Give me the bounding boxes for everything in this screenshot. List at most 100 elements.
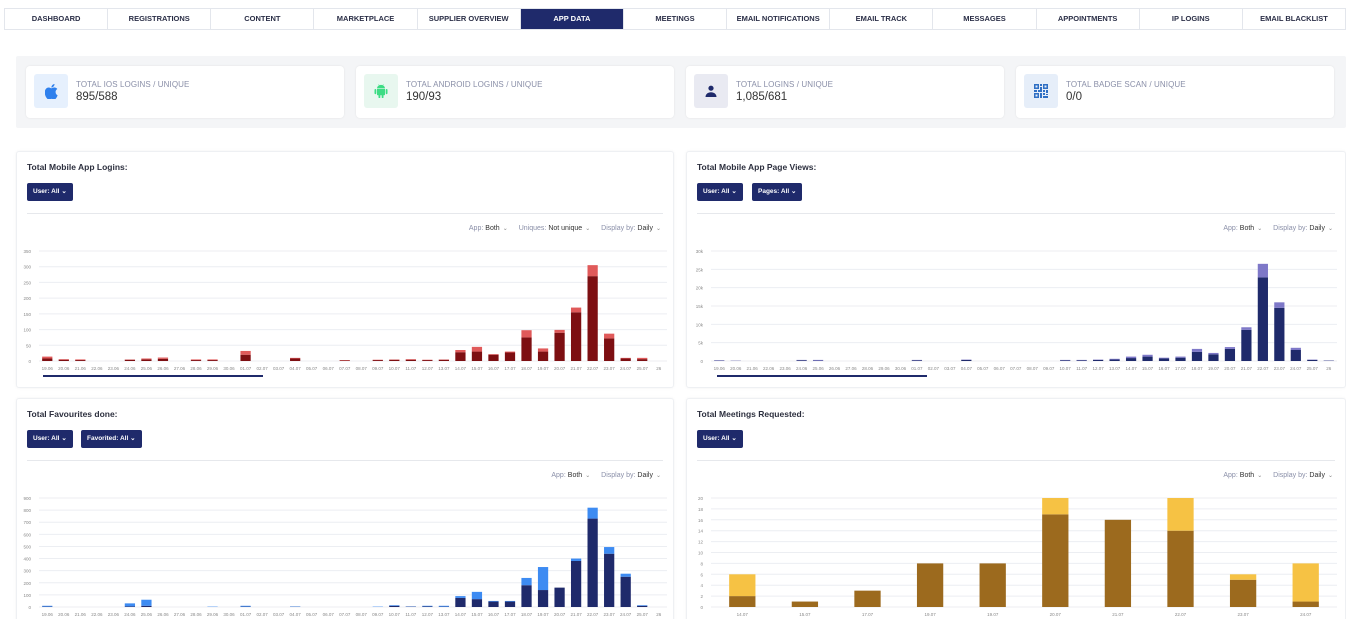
nav-item-meetings[interactable]: MEETINGS: [624, 9, 728, 29]
nav-item-registrations[interactable]: REGISTRATIONS: [108, 9, 212, 29]
bar: [570, 312, 582, 361]
x-tick-label: 16.07: [1158, 366, 1170, 371]
bar: [389, 605, 400, 606]
x-tick-label: 03.07: [273, 612, 285, 617]
bar: [42, 605, 53, 607]
x-tick-label: 21.06: [75, 612, 87, 617]
app-select[interactable]: App: Both ⌄: [1223, 225, 1263, 232]
nav-item-content[interactable]: CONTENT: [211, 9, 315, 29]
nav-item-marketplace[interactable]: MARKETPLACE: [314, 9, 418, 29]
bar: [1229, 574, 1257, 580]
favorited-filter-button[interactable]: Favorited: All ⌄: [81, 430, 142, 448]
bar: [1175, 356, 1186, 358]
nav-item-appointments[interactable]: APPOINTMENTS: [1037, 9, 1140, 29]
x-tick-label: 02.07: [928, 366, 940, 371]
pages-filter-button[interactable]: Pages: All ⌄: [752, 183, 803, 201]
nav-item-email-track[interactable]: EMAIL TRACK: [830, 9, 934, 29]
bar: [620, 358, 631, 361]
x-tick-label: 01.07: [911, 366, 923, 371]
bar: [488, 600, 499, 602]
app-select[interactable]: App: Both ⌄: [551, 472, 591, 479]
x-tick-label: 24.07: [1290, 366, 1302, 371]
display-by-select[interactable]: Display by: Daily ⌄: [601, 225, 661, 232]
x-tick-label: 23.06: [779, 366, 791, 371]
y-tick-label: 150: [23, 312, 31, 317]
bar: [1042, 498, 1069, 515]
bar: [570, 560, 582, 607]
bar: [504, 601, 516, 607]
user-filter-button[interactable]: User: All ⌄: [697, 430, 743, 448]
bar: [1290, 350, 1301, 361]
x-tick-label: 24.07: [620, 612, 632, 617]
bar: [1274, 302, 1285, 308]
x-tick-label: 25.06: [141, 612, 153, 617]
uniques-select[interactable]: Uniques: Not unique ⌄: [518, 225, 591, 232]
y-tick-label: 50: [26, 343, 32, 348]
y-tick-label: 200: [23, 296, 31, 301]
bar: [141, 359, 152, 361]
nav-item-email-notifications[interactable]: EMAIL NOTIFICATIONS: [727, 9, 831, 29]
x-tick-label: 09.07: [1043, 366, 1055, 371]
bar: [791, 601, 819, 607]
bar: [504, 352, 516, 361]
bar: [75, 359, 86, 361]
user-filter-button[interactable]: User: All ⌄: [697, 183, 743, 201]
x-tick-label: 16.07: [488, 612, 500, 617]
x-tick-label: 15.07: [799, 612, 811, 617]
stat-label: TOTAL IOS LOGINS / UNIQUE: [76, 80, 190, 89]
x-tick-label: 20.07: [554, 366, 566, 371]
x-tick-label: 13.07: [438, 612, 450, 617]
nav-item-email-blacklist[interactable]: EMAIL BLACKLIST: [1260, 14, 1328, 23]
bar: [488, 354, 499, 361]
bar: [637, 359, 648, 361]
panel-favourites: Total Favourites done: User: All ⌄ Favor…: [16, 398, 674, 619]
chart-scroll-indicator[interactable]: [43, 375, 263, 377]
x-tick-label: 26.06: [157, 612, 169, 617]
x-tick-label: 15.07: [471, 612, 483, 617]
y-tick-label: 20k: [696, 286, 704, 291]
app-select[interactable]: App: Both ⌄: [1223, 472, 1263, 479]
x-tick-label: 20.07: [1050, 612, 1062, 617]
bar: [75, 360, 86, 361]
divider: [697, 213, 1335, 214]
chevron-down-icon: ⌄: [61, 188, 67, 195]
y-tick-label: 8: [700, 561, 703, 566]
nav-item-supplier-overview[interactable]: SUPPLIER OVERVIEW: [418, 9, 521, 29]
bar: [141, 599, 152, 606]
x-tick-label: 24.07: [620, 366, 632, 371]
bar: [1257, 277, 1268, 361]
chart-scroll-indicator[interactable]: [717, 375, 927, 377]
bar: [637, 605, 648, 607]
nav-item-dashboard[interactable]: DASHBOARD: [5, 9, 109, 29]
bar: [604, 553, 615, 607]
display-by-select[interactable]: Display by: Daily ⌄: [1273, 225, 1333, 232]
x-tick-label: 06.07: [323, 366, 335, 371]
stat-label: TOTAL ANDROID LOGINS / UNIQUE: [406, 80, 543, 89]
bar: [190, 359, 202, 361]
nav-item-messages[interactable]: MESSAGES: [933, 9, 1037, 29]
display-by-select[interactable]: Display by: Daily ⌄: [601, 472, 661, 479]
user-filter-button[interactable]: User: All ⌄: [27, 430, 73, 448]
display-by-select[interactable]: Display by: Daily ⌄: [1273, 472, 1333, 479]
app-select[interactable]: App: Both ⌄: [468, 225, 508, 232]
y-tick-label: 250: [23, 280, 31, 285]
bar: [554, 587, 565, 607]
user-filter-button[interactable]: User: All ⌄: [27, 183, 73, 201]
bar: [471, 599, 483, 607]
x-tick-label: 19.06: [42, 612, 54, 617]
x-tick-label: 20.07: [554, 612, 566, 617]
x-tick-label: 24.07: [1300, 612, 1312, 617]
chevron-down-icon: ⌄: [1257, 226, 1263, 232]
bar: [124, 606, 136, 607]
bar: [422, 605, 433, 607]
qr-code-icon: [1024, 74, 1058, 108]
nav-item-ip-logins[interactable]: IP LOGINS: [1140, 9, 1243, 29]
x-tick-label: 22.07: [587, 612, 599, 617]
nav-item-app-data[interactable]: APP DATA: [520, 9, 624, 29]
bar: [405, 359, 416, 361]
x-tick-label: 20.06: [730, 366, 742, 371]
x-tick-label: 12.07: [422, 366, 434, 371]
panel-mobile-app-page-views: Total Mobile App Page Views: User: All ⌄…: [686, 151, 1346, 388]
bar: [1229, 579, 1257, 607]
x-tick-label: 07.07: [339, 612, 351, 617]
